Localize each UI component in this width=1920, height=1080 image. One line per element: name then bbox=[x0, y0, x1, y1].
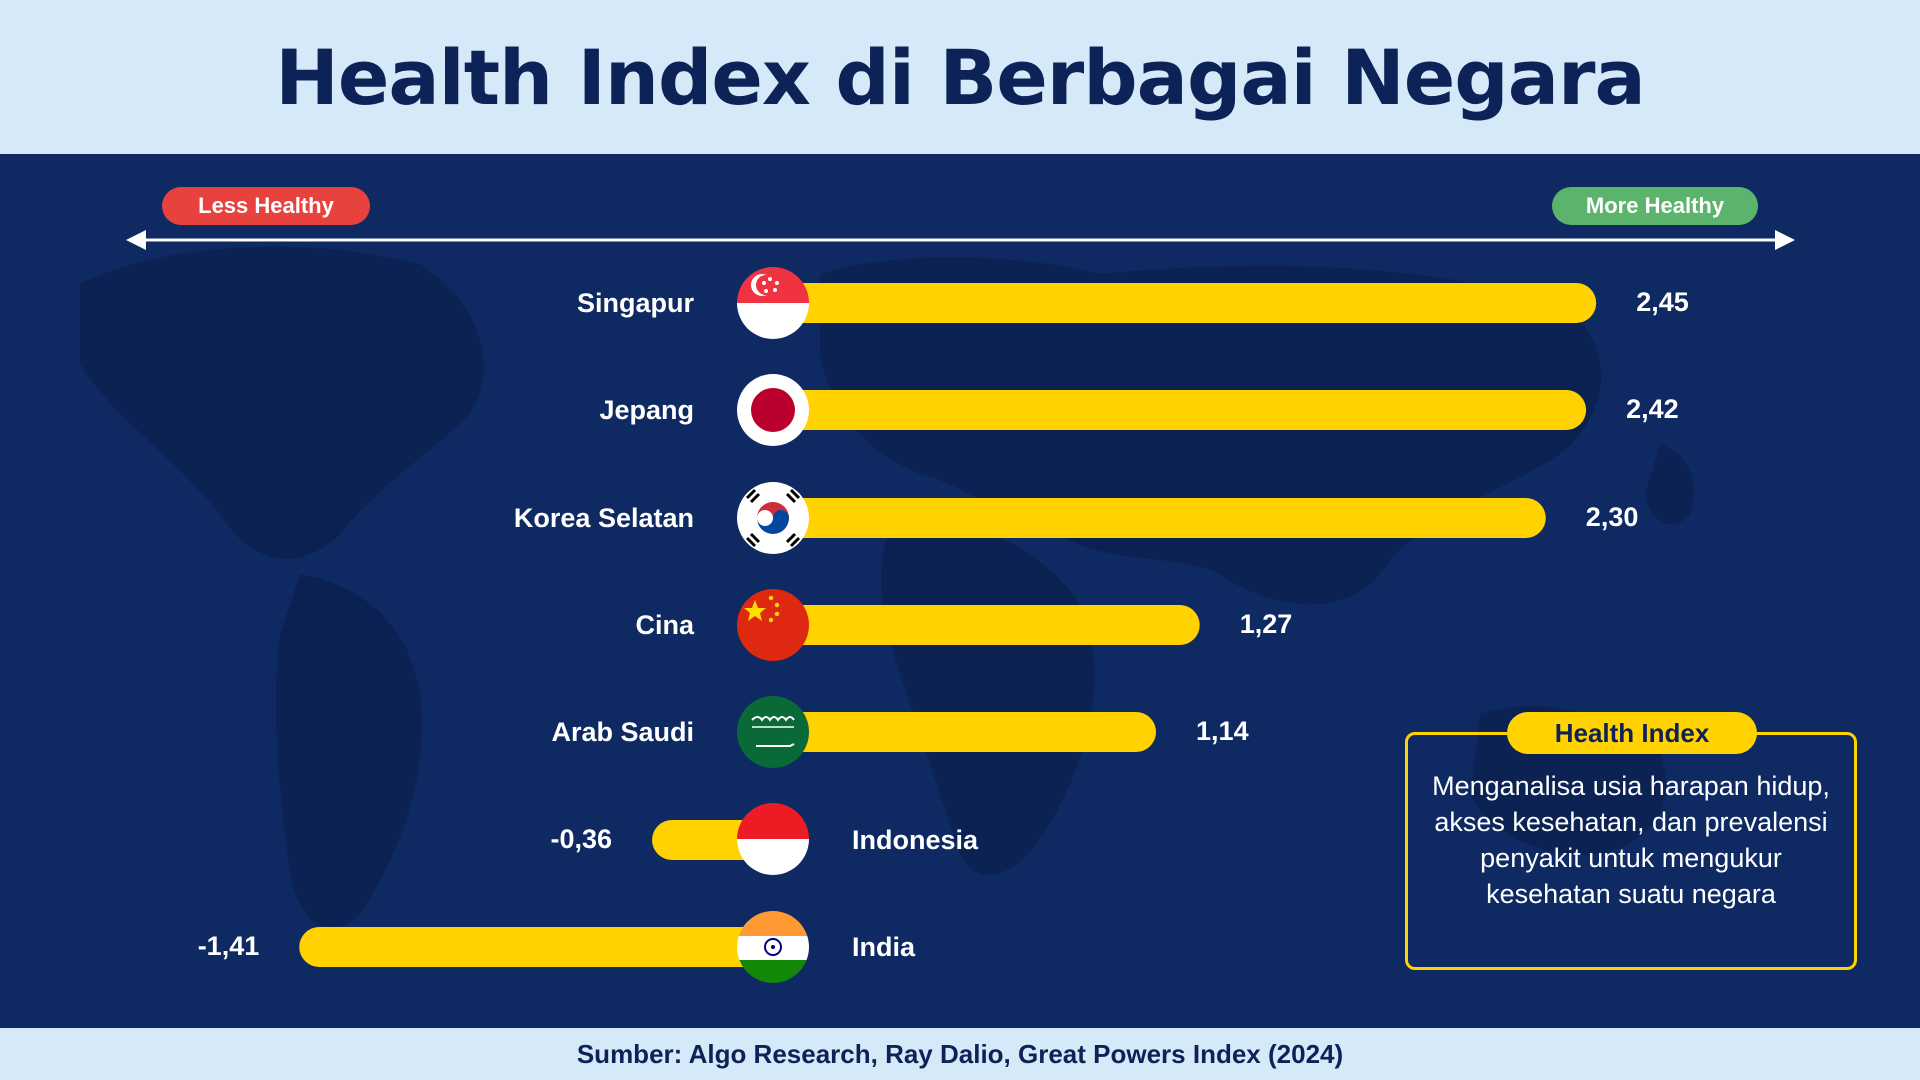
country-label: Singapur bbox=[577, 288, 694, 318]
value-label: 1,14 bbox=[1196, 716, 1249, 746]
country-label: Korea Selatan bbox=[514, 503, 694, 533]
indonesia-flag bbox=[737, 803, 809, 875]
value-label: 2,45 bbox=[1636, 287, 1689, 317]
header: Health Index di Berbagai Negara bbox=[0, 0, 1920, 154]
page-title: Health Index di Berbagai Negara bbox=[275, 32, 1646, 122]
japan-flag bbox=[737, 374, 809, 446]
more-healthy-badge: More Healthy bbox=[1552, 187, 1758, 225]
saudi-arabia-flag bbox=[737, 696, 809, 768]
scale-arrow bbox=[126, 230, 1795, 250]
bar-cina bbox=[773, 605, 1200, 645]
india-flag bbox=[737, 911, 809, 983]
country-label: India bbox=[852, 932, 916, 962]
singapore-flag bbox=[737, 267, 809, 339]
info-description: Menganalisa usia harapan hidup, akses ke… bbox=[1432, 771, 1830, 909]
south-korea-flag bbox=[737, 482, 809, 554]
arrow-left-icon bbox=[126, 230, 146, 250]
bar-jepang bbox=[773, 390, 1587, 430]
arrow-right-icon bbox=[1775, 230, 1795, 250]
country-label: Indonesia bbox=[852, 825, 979, 855]
value-label: 2,30 bbox=[1586, 502, 1639, 532]
source-text: Sumber: Algo Research, Ray Dalio, Great … bbox=[576, 1038, 1344, 1069]
country-label: Jepang bbox=[599, 395, 694, 425]
value-label: -0,36 bbox=[550, 824, 612, 854]
value-label: 2,42 bbox=[1626, 394, 1679, 424]
china-flag bbox=[737, 589, 809, 661]
bar-singapur bbox=[773, 283, 1597, 323]
footer: Sumber: Algo Research, Ray Dalio, Great … bbox=[0, 1028, 1920, 1080]
value-label: 1,27 bbox=[1240, 609, 1293, 639]
info-title-badge: Health Index bbox=[1507, 712, 1757, 754]
country-label: Cina bbox=[635, 610, 694, 640]
bar-korea-selatan bbox=[773, 498, 1546, 538]
value-label: -1,41 bbox=[198, 931, 260, 961]
chart-panel bbox=[0, 154, 1920, 1028]
bar-arab-saudi bbox=[773, 712, 1157, 752]
country-label: Arab Saudi bbox=[551, 717, 694, 747]
less-healthy-badge: Less Healthy bbox=[162, 187, 370, 225]
bar-india bbox=[299, 927, 773, 967]
